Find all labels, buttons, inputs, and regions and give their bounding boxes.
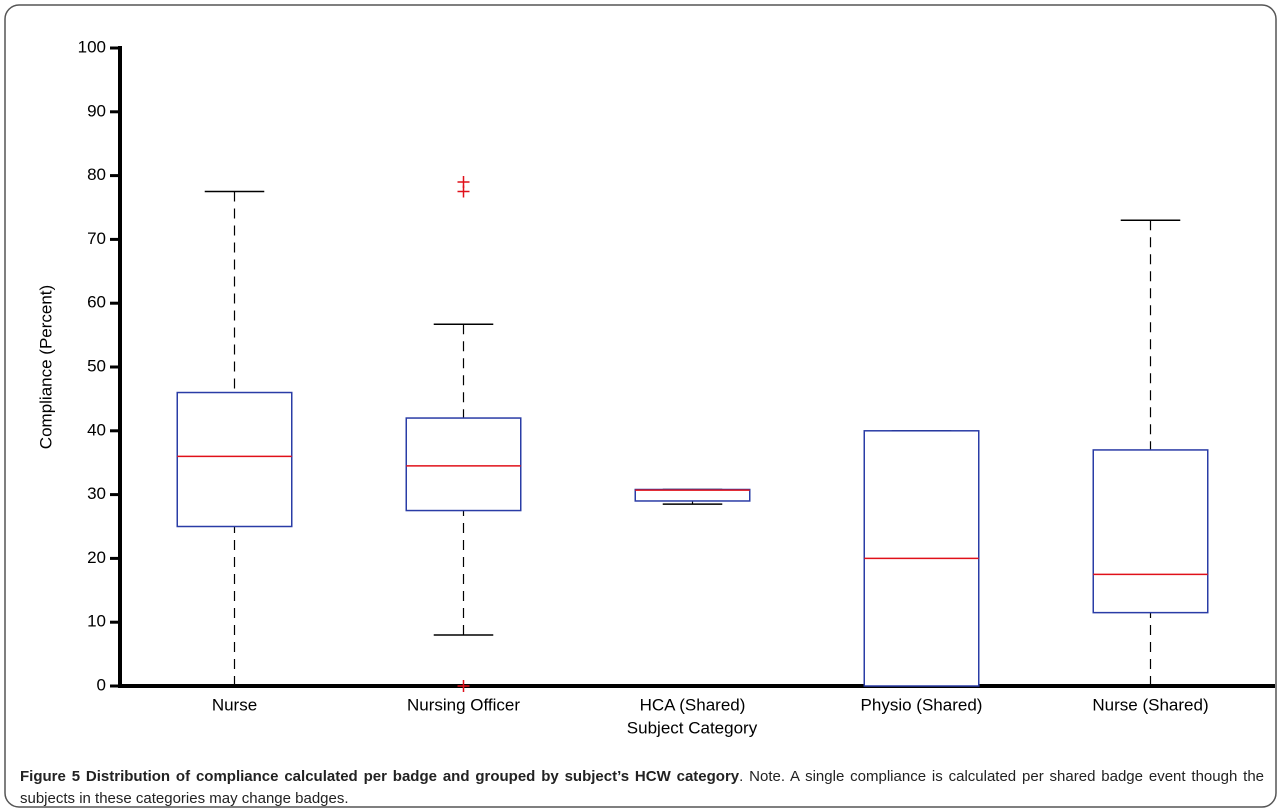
y-tick-label: 100 xyxy=(78,37,106,56)
box xyxy=(405,417,522,512)
y-tick-label: 0 xyxy=(97,675,106,694)
x-tick-label: Nurse (Shared) xyxy=(1092,695,1208,714)
y-axis-label: Compliance (Percent) xyxy=(36,285,55,449)
outlier xyxy=(457,680,470,692)
caption-title: Figure 5 Distribution of compliance calc… xyxy=(20,768,740,785)
x-tick-label: HCA (Shared) xyxy=(640,695,746,714)
y-tick-label: 80 xyxy=(87,165,106,184)
y-tick-label: 10 xyxy=(87,612,106,631)
box xyxy=(634,488,751,502)
x-tick-label: Nurse xyxy=(212,695,257,714)
outlier xyxy=(457,175,470,188)
y-tick-label: 20 xyxy=(87,548,106,567)
x-tick-label: Physio (Shared) xyxy=(861,695,983,714)
y-tick-label: 90 xyxy=(87,101,106,120)
caption-note: . Note. A single compliance is calculate… xyxy=(20,768,1265,807)
box xyxy=(1092,449,1209,614)
y-tick-label: 30 xyxy=(87,484,106,503)
x-tick-label: Nursing Officer xyxy=(407,695,520,714)
x-axis-label: Subject Category xyxy=(627,718,758,737)
frame xyxy=(4,4,1277,808)
caption: Figure 5 Distribution of compliance calc… xyxy=(20,766,1264,810)
y-tick-label: 40 xyxy=(87,420,106,439)
y-tick-label: 50 xyxy=(87,356,106,375)
y-tick-label: 60 xyxy=(87,293,106,312)
y-tick-label: 70 xyxy=(87,229,106,248)
box xyxy=(176,391,293,528)
